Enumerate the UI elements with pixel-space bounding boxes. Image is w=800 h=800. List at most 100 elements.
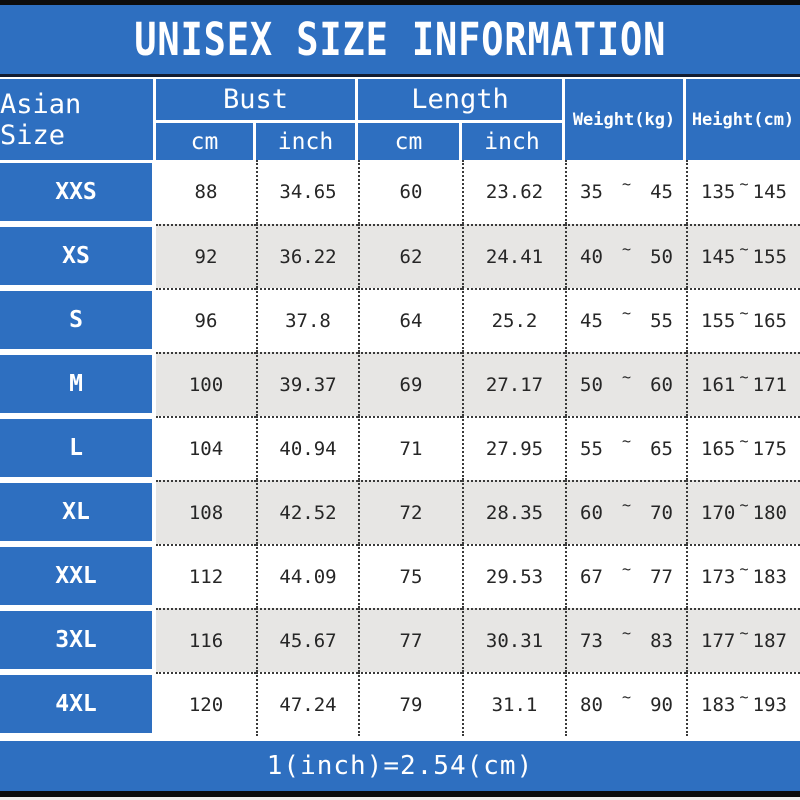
height-max: 180 [752,502,787,524]
size-label: XXL [0,544,156,608]
bottom-strip [0,797,800,800]
bust-inch-value: 34.65 [256,160,358,224]
weight-max: 55 [650,310,673,332]
height-range: 155 ~165 [686,288,800,352]
tilde-symbol: ~ [621,432,632,450]
table-row-s: S 96 37.8 64 25.2 45 ~55 155 ~165 [0,288,800,352]
size-label: XXS [0,160,156,224]
tilde-symbol: ~ [739,175,749,193]
length-inch-value: 27.17 [462,352,565,416]
height-range: 173 ~183 [686,544,800,608]
title-banner: UNISEX SIZE INFORMATION [0,5,800,77]
weight-range: 73 ~83 [565,608,686,672]
header-length: Length [358,79,565,123]
page-title: UNISEX SIZE INFORMATION [133,13,667,66]
bust-inch-value: 47.24 [256,672,358,736]
length-inch-value: 24.41 [462,224,565,288]
weight-min: 40 [580,246,603,268]
length-cm-value: 72 [358,480,462,544]
length-inch-value: 23.62 [462,160,565,224]
weight-min: 73 [580,630,603,652]
length-inch-value: 31.1 [462,672,565,736]
bust-cm-value: 108 [156,480,256,544]
bust-inch-value: 39.37 [256,352,358,416]
title-divider [0,77,800,79]
bust-cm-value: 116 [156,608,256,672]
height-range: 135 ~145 [686,160,800,224]
height-min: 183 [701,694,736,716]
header-length-cm: cm [358,123,462,160]
height-min: 135 [701,181,736,203]
weight-max: 65 [650,438,673,460]
size-label: XS [0,224,156,288]
height-max: 165 [752,310,787,332]
bust-cm-value: 104 [156,416,256,480]
length-cm-value: 62 [358,224,462,288]
tilde-symbol: ~ [621,175,632,193]
bust-inch-value: 44.09 [256,544,358,608]
table-header: Asian Size Bust Length Weight(kg) Height… [0,79,800,160]
tilde-symbol: ~ [739,432,749,450]
weight-max: 77 [650,566,673,588]
table-row-xl: XL 108 42.52 72 28.35 60 ~70 170 ~180 [0,480,800,544]
table-row-xxl: XXL 112 44.09 75 29.53 67 ~77 173 ~183 [0,544,800,608]
height-range: 170 ~180 [686,480,800,544]
weight-range: 50 ~60 [565,352,686,416]
bust-inch-value: 40.94 [256,416,358,480]
weight-range: 45 ~55 [565,288,686,352]
tilde-symbol: ~ [621,688,632,706]
header-bust-inch: inch [256,123,358,160]
length-inch-value: 30.31 [462,608,565,672]
tilde-symbol: ~ [739,496,749,514]
weight-min: 60 [580,502,603,524]
height-min: 170 [701,502,736,524]
header-bust-cm: cm [156,123,256,160]
length-cm-value: 69 [358,352,462,416]
length-cm-value: 71 [358,416,462,480]
bust-inch-value: 45.67 [256,608,358,672]
table-row-xxs: XXS 88 34.65 60 23.62 35 ~45 135 ~145 [0,160,800,224]
height-range: 145 ~155 [686,224,800,288]
table-row-4xl: 4XL 120 47.24 79 31.1 80 ~90 183 ~193 [0,672,800,736]
bust-cm-value: 120 [156,672,256,736]
weight-max: 70 [650,502,673,524]
bust-inch-value: 42.52 [256,480,358,544]
weight-max: 50 [650,246,673,268]
top-border-bar [0,0,800,5]
tilde-symbol: ~ [739,304,749,322]
bust-cm-value: 92 [156,224,256,288]
bust-inch-value: 37.8 [256,288,358,352]
height-max: 171 [752,374,787,396]
bust-inch-value: 36.22 [256,224,358,288]
weight-max: 60 [650,374,673,396]
header-asian-size: Asian Size [0,79,156,160]
weight-min: 55 [580,438,603,460]
conversion-note: 1(inch)=2.54(cm) [266,751,534,781]
height-max: 175 [752,438,787,460]
height-min: 173 [701,566,736,588]
size-label: S [0,288,156,352]
table-row-l: L 104 40.94 71 27.95 55 ~65 165 ~175 [0,416,800,480]
bust-cm-value: 112 [156,544,256,608]
length-inch-value: 25.2 [462,288,565,352]
tilde-symbol: ~ [739,560,749,578]
size-label: M [0,352,156,416]
height-min: 145 [701,246,736,268]
weight-max: 45 [650,181,673,203]
table-row-3xl: 3XL 116 45.67 77 30.31 73 ~83 177 ~187 [0,608,800,672]
bust-cm-value: 96 [156,288,256,352]
height-range: 161 ~171 [686,352,800,416]
height-max: 145 [752,181,787,203]
height-max: 193 [752,694,787,716]
table-row-m: M 100 39.37 69 27.17 50 ~60 161 ~171 [0,352,800,416]
height-max: 155 [752,246,787,268]
size-label: 4XL [0,672,156,736]
height-range: 165 ~175 [686,416,800,480]
height-min: 155 [701,310,736,332]
weight-range: 80 ~90 [565,672,686,736]
table-body: XXS 88 34.65 60 23.62 35 ~45 135 ~145 XS 9… [0,160,800,736]
tilde-symbol: ~ [621,624,632,642]
length-cm-value: 60 [358,160,462,224]
length-inch-value: 27.95 [462,416,565,480]
